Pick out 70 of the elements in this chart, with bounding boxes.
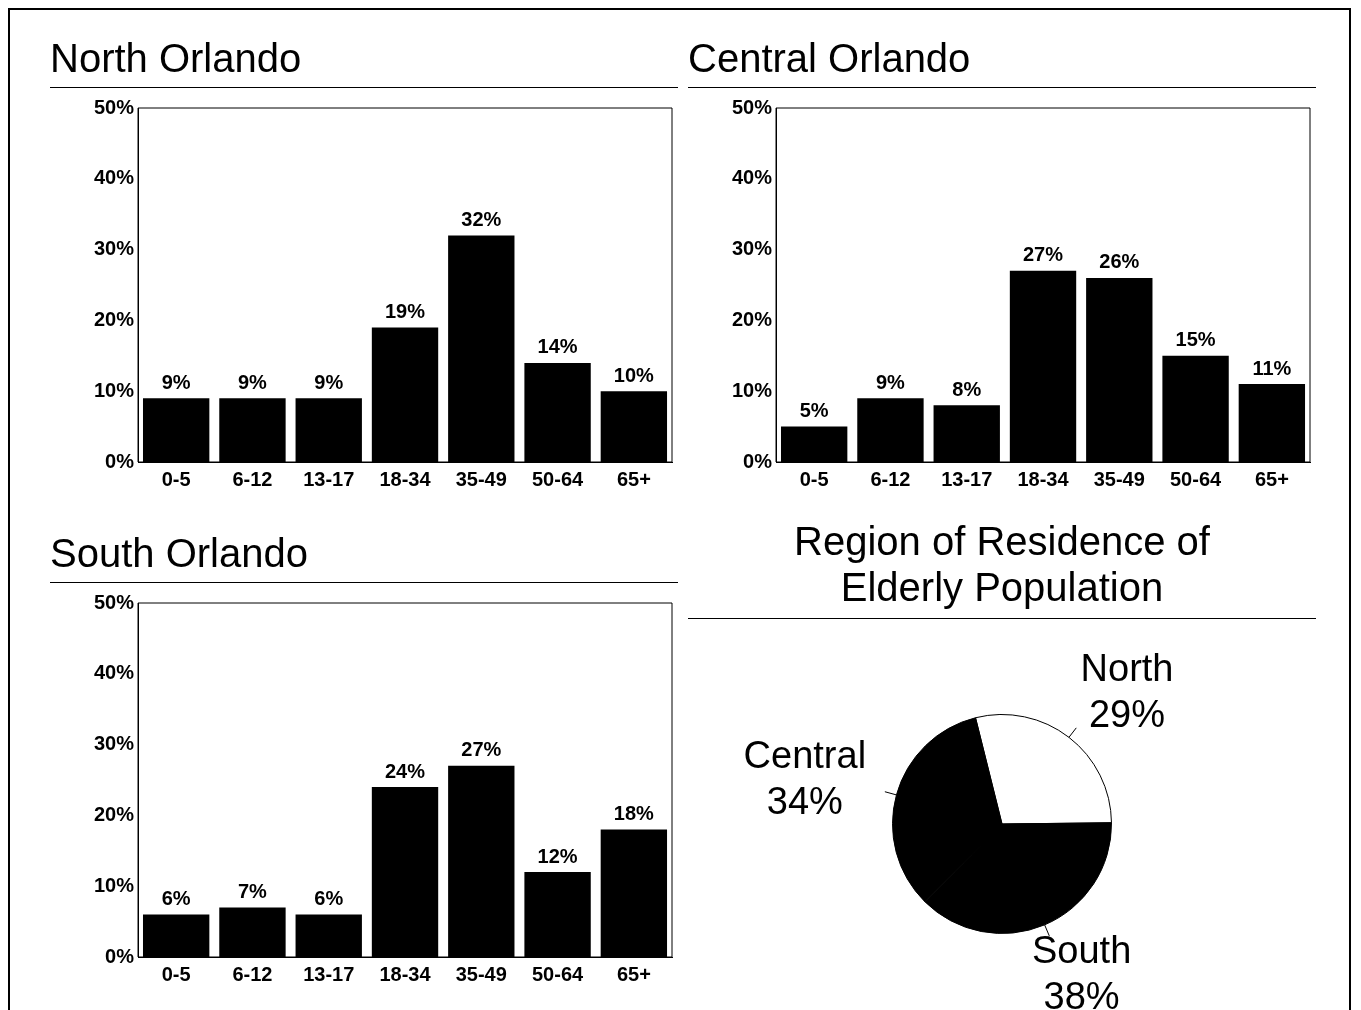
x-tick-label: 65+ [1254, 467, 1289, 490]
slice-label: Central [743, 733, 867, 776]
data-label: 6% [161, 887, 191, 910]
slice-label: North [1080, 647, 1174, 690]
data-label: 32% [461, 207, 502, 230]
data-label: 9% [238, 370, 268, 393]
x-tick-label: 18-34 [379, 467, 432, 490]
y-tick-label: 20% [94, 802, 135, 825]
data-label: 18% [613, 802, 655, 825]
data-label: 14% [537, 335, 578, 358]
data-label: 15% [1175, 328, 1216, 351]
data-label: 11% [1252, 356, 1292, 379]
y-tick-label: 10% [732, 378, 773, 401]
x-tick-label: 65+ [616, 962, 651, 985]
data-label: 27% [1023, 243, 1064, 266]
chart-title: South Orlando [50, 530, 678, 583]
chart-title: Central Orlando [688, 35, 1316, 88]
data-label: 26% [1099, 250, 1140, 273]
x-tick-label: 50-64 [532, 962, 585, 985]
y-tick-label: 40% [732, 166, 773, 189]
data-label: 38% [1043, 975, 1120, 1010]
x-tick-label: 6-12 [232, 962, 273, 985]
data-label: 6% [314, 887, 344, 910]
data-label: 9% [161, 370, 191, 393]
x-tick-label: 13-17 [303, 962, 355, 985]
y-tick-label: 30% [94, 732, 135, 755]
data-label: 29% [1088, 693, 1166, 736]
y-tick-label: 50% [732, 95, 773, 118]
data-label: 27% [461, 738, 502, 761]
x-tick-label: 50-64 [532, 467, 585, 490]
x-tick-label: 13-17 [303, 467, 355, 490]
x-tick-label: 50-64 [1170, 467, 1223, 490]
x-tick-label: 0-5 [799, 467, 829, 490]
x-tick-label: 35-49 [455, 467, 507, 490]
y-tick-label: 10% [94, 873, 135, 896]
y-tick-label: 50% [94, 95, 135, 118]
data-label: 7% [238, 879, 268, 902]
y-tick-label: 0% [743, 449, 773, 472]
y-tick-label: 50% [94, 590, 135, 613]
data-label: 8% [952, 377, 982, 400]
x-tick-label: 18-34 [1017, 467, 1070, 490]
data-label: 10% [613, 363, 655, 386]
y-tick-label: 40% [94, 661, 135, 684]
y-tick-label: 40% [94, 166, 135, 189]
x-tick-label: 35-49 [455, 962, 507, 985]
slice-label: South [1031, 929, 1132, 972]
data-label: 19% [385, 300, 426, 322]
y-tick-label: 10% [94, 378, 135, 401]
x-tick-label: 65+ [616, 467, 651, 490]
x-tick-label: 35-49 [1093, 467, 1145, 490]
y-tick-label: 30% [94, 237, 135, 260]
data-label: 9% [876, 370, 906, 393]
chart-title: North Orlando [50, 35, 678, 88]
y-tick-label: 0% [105, 449, 135, 472]
x-tick-label: 0-5 [161, 962, 191, 985]
data-label: 12% [537, 844, 578, 867]
x-tick-label: 13-17 [941, 467, 993, 490]
data-label: 9% [314, 370, 344, 393]
x-tick-label: 0-5 [161, 467, 191, 490]
x-tick-label: 6-12 [870, 467, 911, 490]
x-tick-label: 6-12 [232, 467, 273, 490]
y-tick-label: 0% [105, 944, 135, 967]
x-tick-label: 18-34 [379, 962, 432, 985]
data-label: 5% [799, 399, 829, 422]
data-label: 34% [766, 779, 843, 822]
y-tick-label: 30% [732, 237, 773, 260]
data-label: 24% [385, 759, 426, 782]
y-tick-label: 20% [732, 307, 773, 330]
y-tick-label: 20% [94, 307, 135, 330]
chart-title: Region of Residence of Elderly Population [688, 518, 1316, 619]
